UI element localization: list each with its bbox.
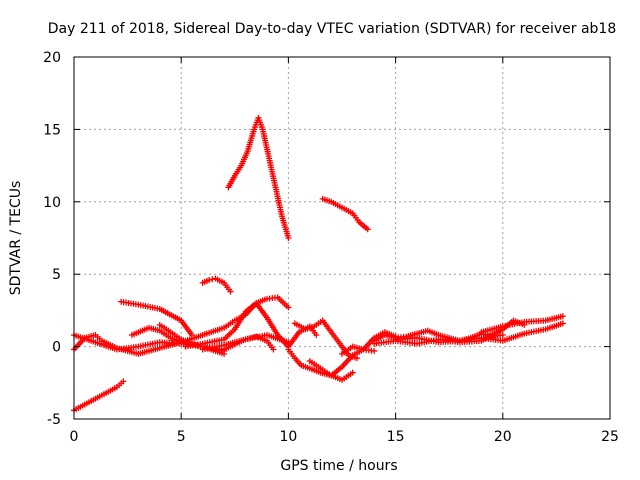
data-point <box>349 369 356 376</box>
data-point <box>221 350 228 357</box>
data-point <box>354 355 361 362</box>
data-point <box>206 276 213 283</box>
chart-title: Day 211 of 2018, Sidereal Day-to-day VTE… <box>48 21 617 37</box>
series-arc-1 <box>71 378 127 414</box>
plot-frame <box>73 56 611 420</box>
series-arc-10 <box>182 300 320 350</box>
x-tick-label: 25 <box>601 429 619 445</box>
data-point <box>270 346 277 353</box>
series-arc-9 <box>225 114 292 241</box>
data-point <box>227 288 234 295</box>
axis-ticks: 0 5 10 15 20 25 -5 0 5 10 15 20 <box>43 50 619 445</box>
y-tick-label: 20 <box>43 50 61 66</box>
x-tick-label: 5 <box>177 429 186 445</box>
x-tick-label: 20 <box>494 429 512 445</box>
series-arc-13 <box>291 317 361 362</box>
data-point <box>285 235 292 241</box>
series-arc-7 <box>199 275 234 295</box>
data-point <box>559 313 566 320</box>
x-tick-label: 0 <box>70 429 79 445</box>
series-arc-20 <box>478 313 566 336</box>
data-point <box>120 378 127 385</box>
data-point <box>371 347 378 354</box>
y-tick-label: -5 <box>47 412 61 428</box>
y-tick-label: 0 <box>52 340 61 356</box>
y-tick-label: 10 <box>43 195 61 211</box>
series-arc-4 <box>118 298 195 339</box>
data-points <box>71 114 566 414</box>
data-point <box>364 226 371 233</box>
y-axis-label: SDTVAR / TECUs <box>8 181 24 296</box>
data-point <box>313 332 320 339</box>
x-tick-label: 10 <box>279 429 297 445</box>
data-point-fill <box>209 276 216 283</box>
data-point <box>559 320 566 327</box>
y-tick-label: 15 <box>43 122 61 138</box>
data-point <box>499 332 506 339</box>
grid <box>74 57 610 419</box>
series-arc-19 <box>392 320 566 346</box>
x-axis-label: GPS time / hours <box>280 458 397 474</box>
y-tick-label: 5 <box>52 267 61 283</box>
series-arc-18 <box>371 317 528 347</box>
data-point <box>285 304 292 311</box>
series-arc-11 <box>199 333 277 353</box>
series-arc-14 <box>319 195 371 233</box>
x-tick-label: 15 <box>387 429 405 445</box>
